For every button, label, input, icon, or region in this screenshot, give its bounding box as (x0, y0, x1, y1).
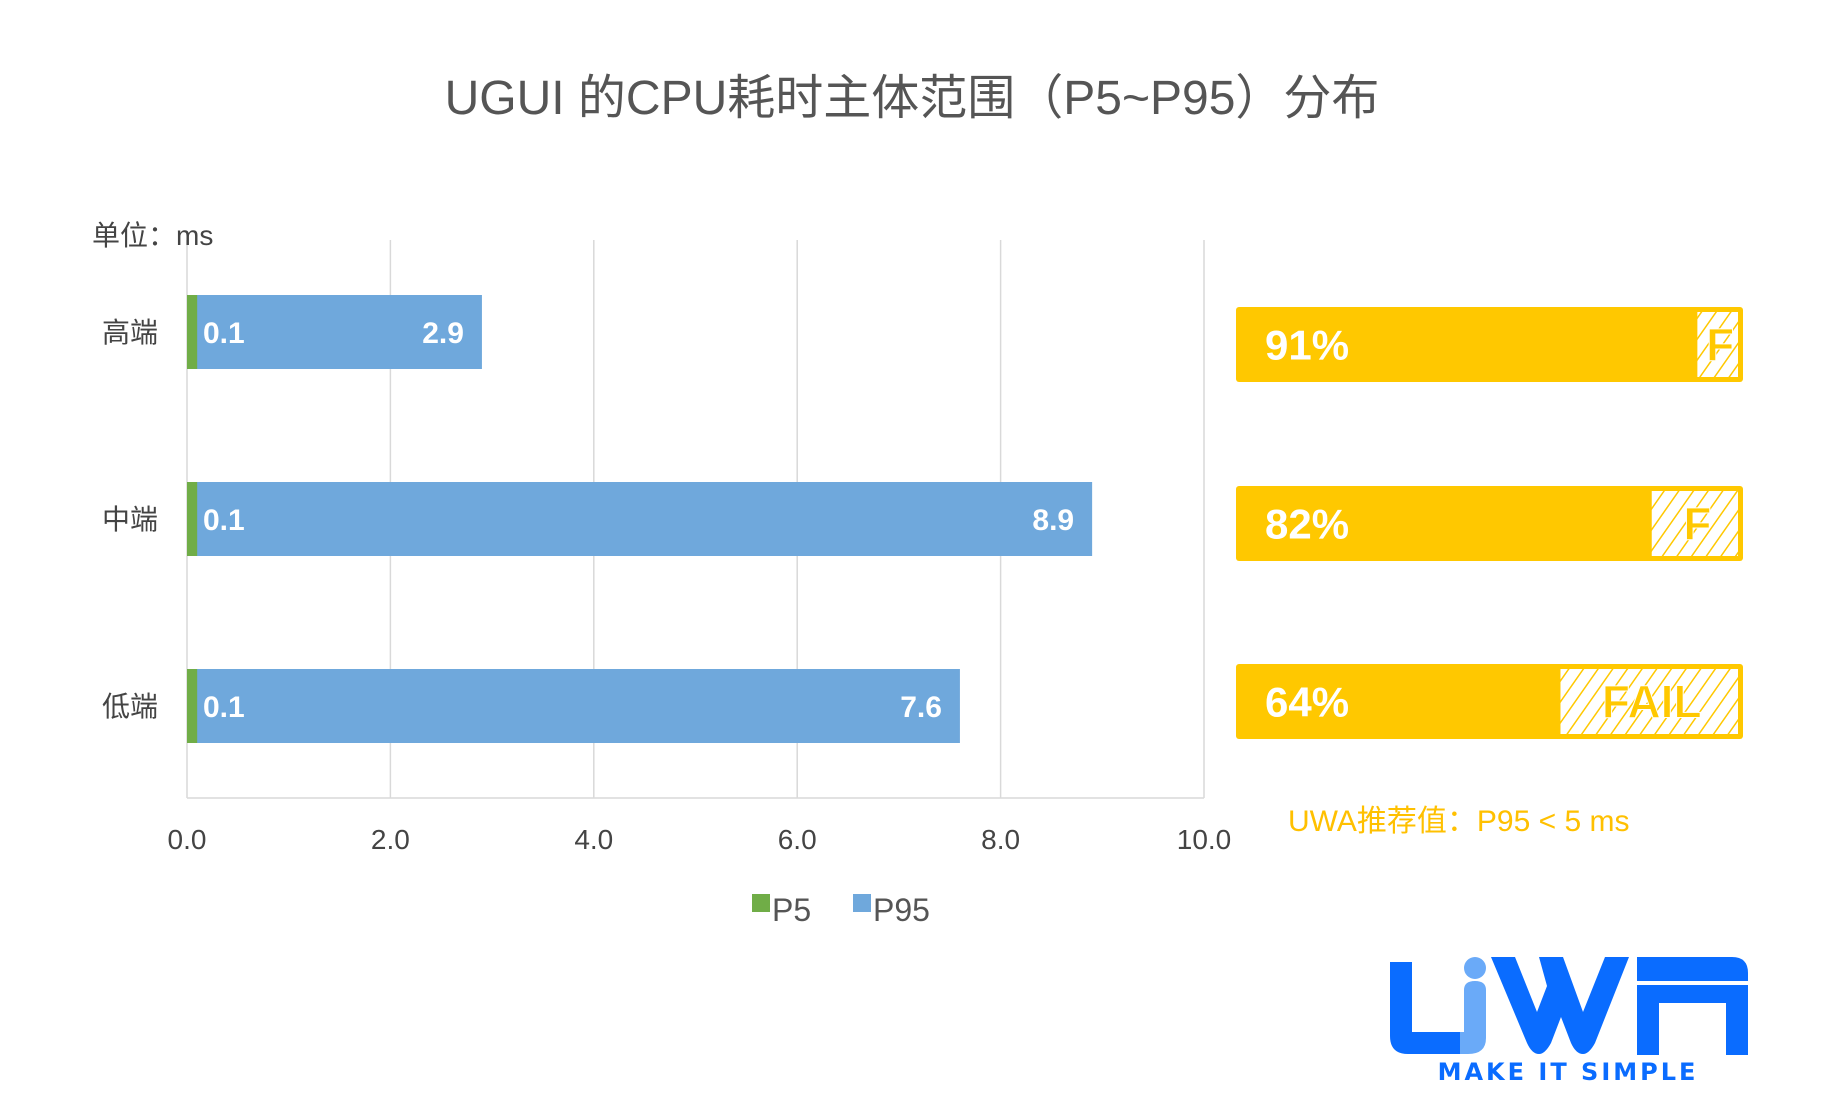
x-tick-label: 8.0 (981, 824, 1020, 855)
p95-data-label: 8.9 (1032, 504, 1074, 537)
category-label: 低端 (102, 691, 158, 722)
x-tick-label: 0.0 (168, 824, 207, 855)
x-tick-label: 2.0 (371, 824, 410, 855)
category-label: 高端 (102, 317, 158, 348)
bar-p5 (187, 669, 198, 743)
bar-p95 (187, 295, 482, 369)
legend-label: P95 (873, 892, 930, 928)
pass-rate-label: 91% (1265, 322, 1349, 369)
legend-swatch (752, 894, 770, 912)
fail-region (1651, 491, 1738, 556)
fail-label: FAIL (1602, 676, 1702, 728)
bar-p5 (187, 295, 198, 369)
recommendation-text: UWA推荐值：P95 < 5 ms (1288, 805, 1630, 838)
logo-letter-l (1390, 962, 1460, 1054)
fail-label: F (1706, 319, 1734, 371)
fail-region (1697, 312, 1738, 377)
x-tick-label: 10.0 (1177, 824, 1232, 855)
pass-rate-label: 82% (1265, 501, 1349, 548)
p5-data-label: 0.1 (203, 504, 245, 537)
p95-data-label: 2.9 (422, 317, 464, 350)
p5-data-label: 0.1 (203, 317, 245, 350)
pass-rate-label: 64% (1265, 679, 1349, 726)
pass-rate-bar (1236, 307, 1743, 382)
x-tick-label: 6.0 (778, 824, 817, 855)
uwa-logo: MAKE IT SIMPLE (1390, 957, 1748, 1086)
logo-tagline: MAKE IT SIMPLE (1438, 1058, 1699, 1086)
category-label: 中端 (102, 504, 158, 535)
x-tick-label: 4.0 (574, 824, 613, 855)
p95-data-label: 7.6 (900, 691, 942, 724)
fail-label: F (1683, 498, 1711, 550)
pass-rate-bar (1236, 486, 1743, 561)
logo-letter-i-dot (1464, 957, 1486, 979)
logo-letter-i (1460, 981, 1486, 1054)
unit-label: 单位：ms (92, 220, 214, 251)
logo-letter-a (1637, 957, 1748, 1055)
bar-p95 (187, 669, 960, 743)
fail-region (1560, 669, 1738, 734)
p5-data-label: 0.1 (203, 691, 245, 724)
chart-title: UGUI 的CPU耗时主体范围（P5~P95）分布 (444, 72, 1380, 125)
logo-letter-w (1491, 957, 1629, 1054)
legend-swatch (853, 894, 871, 912)
bar-p95 (187, 482, 1093, 556)
legend-label: P5 (772, 892, 811, 928)
bar-p5 (187, 482, 198, 556)
